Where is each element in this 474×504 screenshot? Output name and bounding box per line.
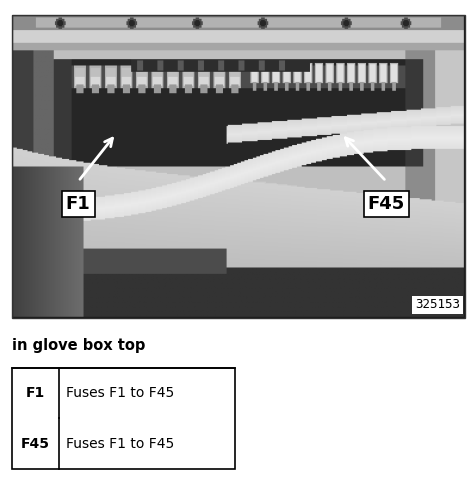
Text: Fuses F1 to F45: Fuses F1 to F45 <box>66 386 174 400</box>
Text: F1: F1 <box>26 386 45 400</box>
Text: in glove box top: in glove box top <box>12 338 145 353</box>
Text: F45: F45 <box>21 436 50 451</box>
Bar <box>12 368 235 469</box>
Text: 325153: 325153 <box>415 298 460 311</box>
Bar <box>12 15 465 318</box>
Text: F1: F1 <box>66 195 91 213</box>
Text: Fuses F1 to F45: Fuses F1 to F45 <box>66 436 174 451</box>
Text: F45: F45 <box>368 195 405 213</box>
